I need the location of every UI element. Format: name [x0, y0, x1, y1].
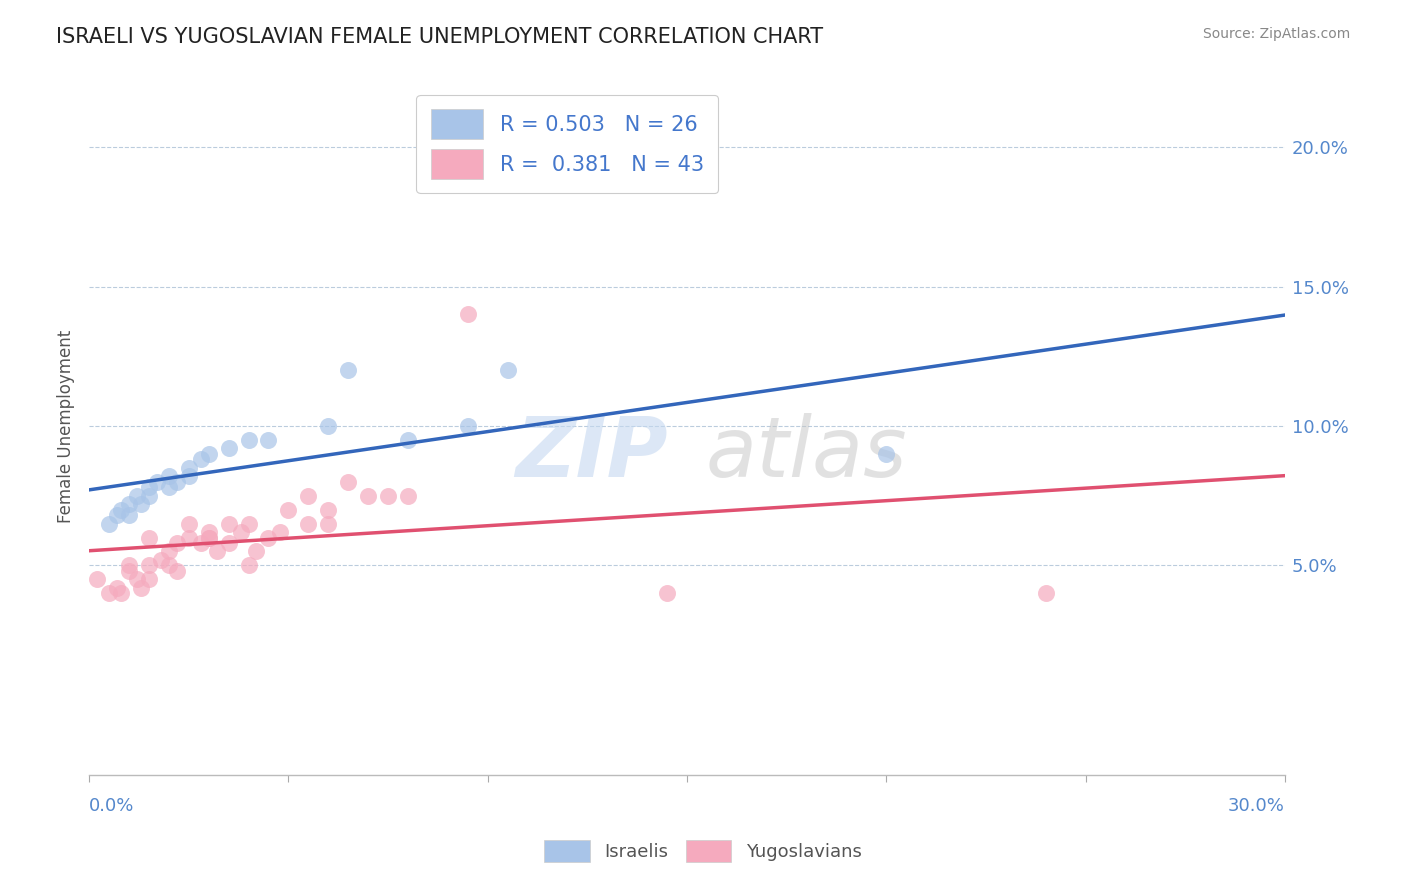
Point — [277, 502, 299, 516]
Point — [118, 497, 141, 511]
Point — [157, 469, 180, 483]
Text: Source: ZipAtlas.com: Source: ZipAtlas.com — [1202, 27, 1350, 41]
Legend: Israelis, Yugoslavians: Israelis, Yugoslavians — [537, 833, 869, 870]
Point — [157, 558, 180, 573]
Point — [177, 531, 200, 545]
Point — [457, 308, 479, 322]
Text: 0.0%: 0.0% — [89, 797, 135, 815]
Point — [105, 581, 128, 595]
Point — [138, 489, 160, 503]
Text: atlas: atlas — [706, 413, 907, 494]
Point — [146, 475, 169, 489]
Point — [457, 419, 479, 434]
Point — [205, 544, 228, 558]
Point — [238, 516, 260, 531]
Point — [177, 516, 200, 531]
Point — [118, 558, 141, 573]
Point — [257, 531, 280, 545]
Point — [297, 489, 319, 503]
Point — [197, 447, 219, 461]
Point — [257, 433, 280, 447]
Point — [337, 363, 360, 377]
Point — [125, 489, 148, 503]
Point — [129, 581, 152, 595]
Point — [105, 508, 128, 523]
Point — [166, 475, 188, 489]
Point — [110, 502, 132, 516]
Point — [157, 544, 180, 558]
Point — [166, 564, 188, 578]
Text: ZIP: ZIP — [515, 413, 668, 494]
Point — [238, 558, 260, 573]
Point — [138, 531, 160, 545]
Point — [316, 502, 339, 516]
Point — [177, 469, 200, 483]
Point — [218, 536, 240, 550]
Point — [86, 573, 108, 587]
Text: ISRAELI VS YUGOSLAVIAN FEMALE UNEMPLOYMENT CORRELATION CHART: ISRAELI VS YUGOSLAVIAN FEMALE UNEMPLOYME… — [56, 27, 824, 46]
Point — [157, 480, 180, 494]
Point — [396, 433, 419, 447]
Point — [118, 564, 141, 578]
Point — [229, 524, 252, 539]
Point — [138, 573, 160, 587]
Point — [197, 531, 219, 545]
Point — [149, 553, 172, 567]
Point — [496, 363, 519, 377]
Point — [98, 516, 121, 531]
Point — [110, 586, 132, 600]
Text: 30.0%: 30.0% — [1227, 797, 1285, 815]
Point — [177, 460, 200, 475]
Point — [655, 586, 678, 600]
Point — [297, 516, 319, 531]
Point — [357, 489, 380, 503]
Point — [166, 536, 188, 550]
Point — [218, 516, 240, 531]
Point — [245, 544, 267, 558]
Point — [875, 447, 897, 461]
Point — [197, 531, 219, 545]
Point — [377, 489, 399, 503]
Point — [138, 558, 160, 573]
Point — [218, 442, 240, 456]
Point — [197, 524, 219, 539]
Legend: R = 0.503   N = 26, R =  0.381   N = 43: R = 0.503 N = 26, R = 0.381 N = 43 — [416, 95, 718, 194]
Point — [316, 516, 339, 531]
Point — [269, 524, 291, 539]
Point — [138, 480, 160, 494]
Point — [125, 573, 148, 587]
Point — [1035, 586, 1057, 600]
Point — [238, 433, 260, 447]
Point — [129, 497, 152, 511]
Point — [98, 586, 121, 600]
Point — [190, 452, 212, 467]
Point — [337, 475, 360, 489]
Point — [316, 419, 339, 434]
Y-axis label: Female Unemployment: Female Unemployment — [58, 329, 75, 523]
Point — [190, 536, 212, 550]
Point — [396, 489, 419, 503]
Point — [118, 508, 141, 523]
